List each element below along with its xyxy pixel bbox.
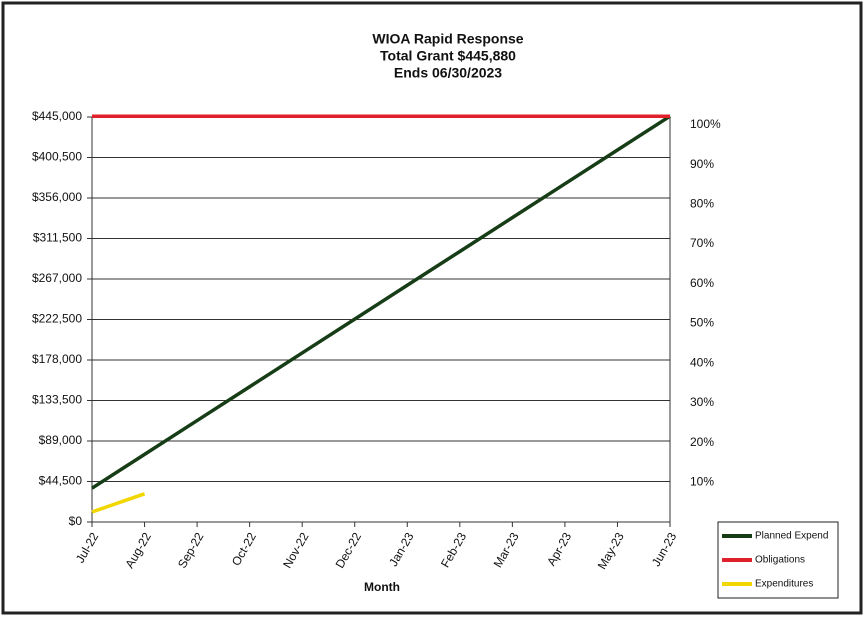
y-tick-label: $311,500	[33, 231, 82, 245]
y2-tick-label: 20%	[690, 435, 714, 449]
y2-tick-label: 60%	[690, 276, 714, 290]
y-tick-label: $400,500	[32, 150, 82, 164]
legend-label: Planned Expend	[755, 531, 828, 542]
chart-subtitle: Total Grant $445,880	[380, 48, 516, 64]
y-tick-label: $356,000	[32, 190, 82, 204]
chart-title: WIOA Rapid Response	[372, 31, 523, 47]
y-tick-label: $222,500	[32, 312, 82, 326]
series-line	[91, 492, 146, 514]
y2-tick-label: 30%	[690, 395, 714, 409]
y-tick-label: $133,500	[32, 393, 82, 407]
y2-tick-label: 10%	[690, 474, 714, 488]
y2-tick-label: 80%	[690, 197, 714, 211]
y-tick-label: $445,000	[32, 109, 82, 123]
y2-tick-label: 50%	[690, 316, 714, 330]
y2-tick-label: 40%	[690, 355, 714, 369]
y-tick-label: $89,000	[39, 433, 83, 447]
x-axis-label: Month	[364, 580, 400, 594]
y-tick-label: $44,500	[39, 474, 83, 488]
y2-tick-label: 90%	[690, 157, 714, 171]
legend-label: Obligations	[755, 555, 805, 566]
series-line	[91, 114, 671, 490]
y2-tick-label: 70%	[690, 236, 714, 250]
y2-tick-label: 100%	[690, 117, 721, 131]
y-tick-label: $0	[69, 514, 83, 528]
y-tick-label: $178,000	[32, 352, 82, 366]
y-tick-label: $267,000	[32, 271, 82, 285]
chart-subtitle: Ends 06/30/2023	[394, 65, 502, 81]
legend-label: Expenditures	[755, 579, 813, 590]
